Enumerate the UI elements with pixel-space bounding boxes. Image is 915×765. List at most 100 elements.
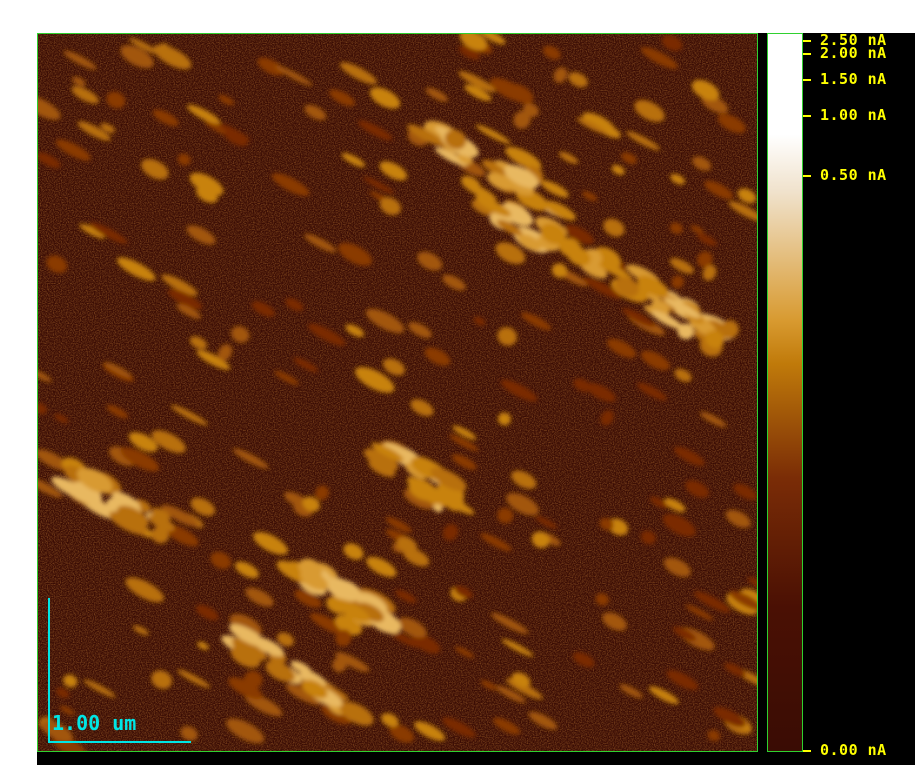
- grain: [434, 147, 468, 167]
- grain: [362, 176, 395, 195]
- grain: [109, 511, 147, 535]
- grain: [293, 357, 319, 373]
- colorbar-tick-100: [803, 115, 811, 117]
- grain: [355, 592, 388, 614]
- grain: [702, 265, 717, 281]
- afm-image-canvas: [38, 34, 757, 751]
- grain: [451, 454, 477, 470]
- grain: [141, 158, 169, 180]
- grain: [253, 531, 288, 555]
- grain: [403, 489, 435, 510]
- grain: [699, 411, 727, 428]
- grain: [640, 350, 671, 371]
- grain: [608, 518, 629, 536]
- grain: [186, 104, 221, 125]
- colorbar-tick-200: [803, 53, 811, 55]
- grain: [697, 251, 713, 268]
- grain: [152, 109, 179, 127]
- grain: [691, 79, 720, 101]
- grain: [309, 613, 349, 636]
- grain: [79, 223, 105, 239]
- grain: [640, 530, 656, 545]
- grain: [304, 233, 337, 253]
- colorbar-tick-050: [803, 175, 811, 177]
- grain: [464, 84, 492, 102]
- colorbar-label-200: 2.00 nA: [820, 44, 887, 62]
- grain: [717, 113, 746, 134]
- grain: [363, 448, 399, 471]
- grain: [606, 338, 637, 358]
- grain: [452, 425, 477, 440]
- grain: [51, 476, 91, 501]
- grain: [298, 558, 323, 579]
- grain: [355, 367, 395, 393]
- grain: [553, 67, 568, 83]
- scalebar-vertical: [48, 598, 50, 743]
- grain: [690, 225, 704, 234]
- grain: [301, 679, 328, 699]
- grain: [307, 323, 346, 346]
- grain: [496, 219, 523, 236]
- grain: [148, 514, 175, 532]
- scalebar-horizontal: [48, 741, 191, 743]
- grain: [339, 701, 374, 726]
- grain: [611, 164, 625, 176]
- grain: [189, 336, 208, 350]
- grain: [495, 685, 526, 703]
- grain: [196, 186, 218, 203]
- colorbar-label-100: 1.00 nA: [820, 106, 887, 124]
- grain: [573, 378, 591, 392]
- grain: [528, 711, 558, 730]
- grain: [334, 599, 371, 623]
- grain: [231, 326, 250, 343]
- grain: [486, 172, 512, 191]
- colorbar-tick-000: [803, 750, 811, 752]
- grain: [120, 45, 154, 69]
- grain: [568, 72, 588, 88]
- grain: [186, 225, 216, 245]
- grain: [106, 404, 129, 419]
- grain: [480, 680, 497, 691]
- grain: [707, 729, 721, 742]
- grain: [333, 579, 361, 602]
- grain: [442, 717, 476, 738]
- grain: [442, 523, 459, 541]
- grain: [666, 670, 699, 690]
- grain: [395, 589, 417, 604]
- grain: [649, 496, 669, 509]
- grain: [177, 669, 211, 688]
- grain: [177, 153, 191, 166]
- grain: [84, 496, 111, 513]
- grain: [197, 641, 209, 650]
- grain: [365, 308, 405, 334]
- grain: [693, 591, 731, 613]
- grain: [697, 233, 717, 246]
- grain: [449, 434, 479, 452]
- grain: [461, 175, 481, 190]
- grain: [38, 476, 63, 498]
- grain: [595, 593, 609, 606]
- grain: [294, 589, 322, 608]
- grain: [542, 45, 561, 60]
- grain: [133, 625, 149, 636]
- grain: [38, 449, 70, 471]
- afm-image: [37, 33, 758, 752]
- grain: [583, 277, 622, 300]
- grain: [252, 636, 285, 657]
- grain: [497, 327, 517, 346]
- grain: [501, 638, 534, 657]
- grain: [277, 632, 294, 647]
- grain: [497, 507, 514, 524]
- grain: [388, 630, 420, 648]
- grain: [224, 130, 248, 147]
- grain: [408, 322, 432, 338]
- grain: [151, 670, 172, 689]
- grain: [619, 684, 643, 699]
- grain: [480, 34, 506, 45]
- grain: [407, 124, 446, 147]
- grain: [226, 718, 265, 744]
- grain: [190, 497, 216, 516]
- grain: [504, 164, 539, 189]
- grain: [332, 656, 347, 673]
- grain: [371, 442, 404, 462]
